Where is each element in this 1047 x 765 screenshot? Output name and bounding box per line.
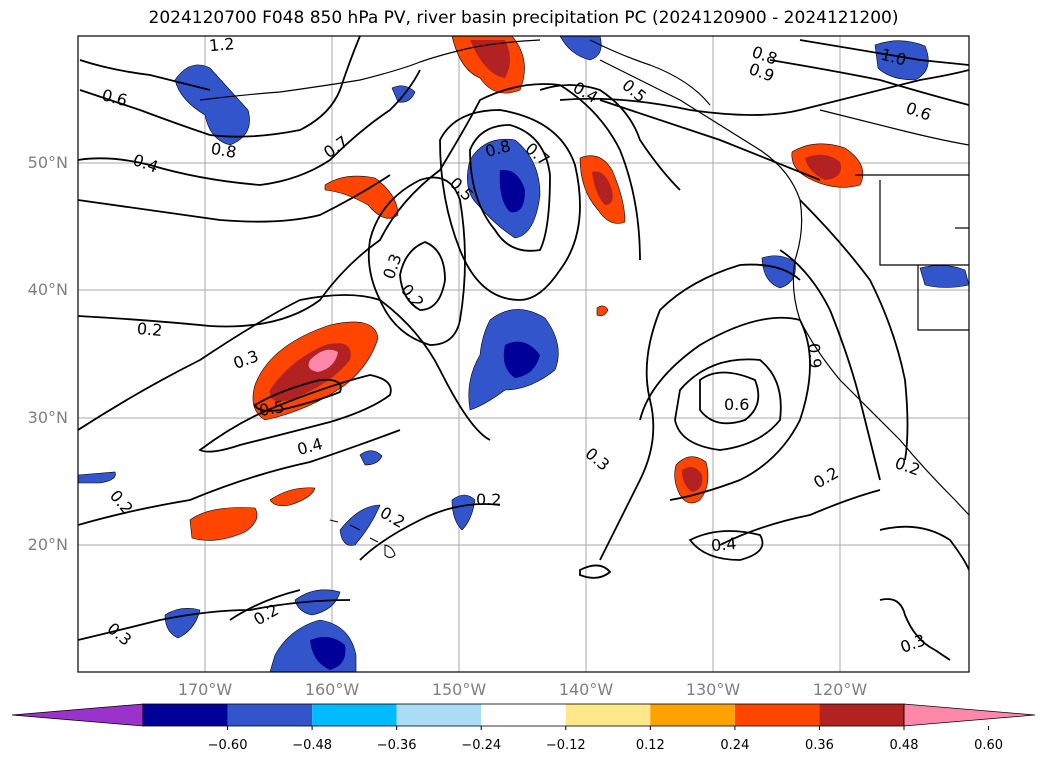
colorbar-segment	[227, 704, 313, 726]
lat-label-20n: 20°N	[27, 535, 68, 554]
lat-label-40n: 40°N	[27, 280, 68, 299]
precip-blob-pos	[596, 305, 609, 317]
contour-label: 0.8	[209, 139, 237, 162]
precip-blob-neg	[919, 265, 969, 288]
colorbar-tick-label: 0.36	[804, 738, 834, 753]
colorbar-segment	[143, 704, 228, 726]
colorbar-tick-label: 0.48	[889, 738, 919, 753]
colorbar-segment	[481, 704, 566, 726]
precip-blob-neg	[874, 40, 929, 81]
colorbar-tick-label: 0.12	[635, 738, 665, 753]
map-title: 2024120700 F048 850 hPa PV, river basin …	[148, 8, 899, 28]
precip-blob-pos-core	[805, 154, 841, 180]
precip-blob-neg	[559, 36, 602, 61]
colorbar-tick-label: −0.48	[292, 738, 333, 753]
contour-label: 0.5	[258, 397, 286, 420]
precip-shading	[78, 36, 969, 672]
contour-label: 0.4	[710, 534, 737, 555]
precip-blob-pos-peak	[308, 349, 338, 372]
precip-blob-neg	[359, 450, 383, 466]
contour-label: 0.6	[724, 395, 749, 414]
precip-blob-neg-core	[503, 341, 540, 378]
precip-blob-pos	[324, 175, 399, 219]
colorbar-segment	[312, 704, 397, 726]
contour-label: 0.2	[476, 490, 501, 509]
contour-label: 0.9	[804, 342, 825, 369]
colorbar-segment	[650, 704, 735, 726]
colorbar-tick-label: −0.36	[376, 738, 417, 753]
lon-label-120w: 120°W	[812, 680, 868, 699]
precip-blob-neg-core	[499, 169, 525, 213]
precip-blob-pos-core	[682, 466, 703, 492]
precip-blob-neg	[294, 589, 341, 616]
contour-label: 1.2	[208, 34, 235, 55]
colorbar-extend-min	[11, 703, 144, 727]
precip-blob-pos-core	[470, 40, 510, 78]
lon-label-160w: 160°W	[304, 680, 360, 699]
plot-frame	[77, 35, 970, 673]
colorbar-tick-label: 0.60	[974, 738, 1004, 753]
precip-blob-neg-core	[310, 636, 346, 670]
precip-blob-neg	[164, 608, 201, 639]
lat-label-50n: 50°N	[27, 153, 68, 172]
contour-label: 0.2	[136, 319, 163, 340]
colorbar-segment	[734, 704, 820, 726]
precip-blob-neg	[339, 504, 381, 546]
precip-blob-neg	[78, 471, 116, 484]
colorbar-segment	[819, 704, 904, 726]
lat-label-30n: 30°N	[27, 408, 68, 427]
colorbar-tick-label: −0.12	[545, 738, 586, 753]
colorbar-frame	[142, 703, 905, 727]
colorbar-extend-max	[903, 703, 1036, 727]
colorbar-segment	[396, 704, 482, 726]
precip-blob-neg	[451, 494, 476, 531]
colorbar-tick-label: −0.24	[461, 738, 502, 753]
lon-label-150w: 150°W	[431, 680, 487, 699]
pv-contours	[78, 36, 969, 661]
colorbar-segment	[565, 704, 651, 726]
precip-blob-pos	[269, 487, 316, 507]
colorbar-tick-label: 0.24	[720, 738, 750, 753]
precip-blob-pos-core	[592, 171, 613, 205]
lon-label-140w: 140°W	[558, 680, 614, 699]
colorbar-tick-label: −0.60	[207, 738, 248, 753]
hawaii-islands	[329, 519, 396, 558]
lon-label-130w: 130°W	[685, 680, 741, 699]
lon-label-170w: 170°W	[177, 680, 233, 699]
precip-blob-pos	[189, 507, 258, 541]
